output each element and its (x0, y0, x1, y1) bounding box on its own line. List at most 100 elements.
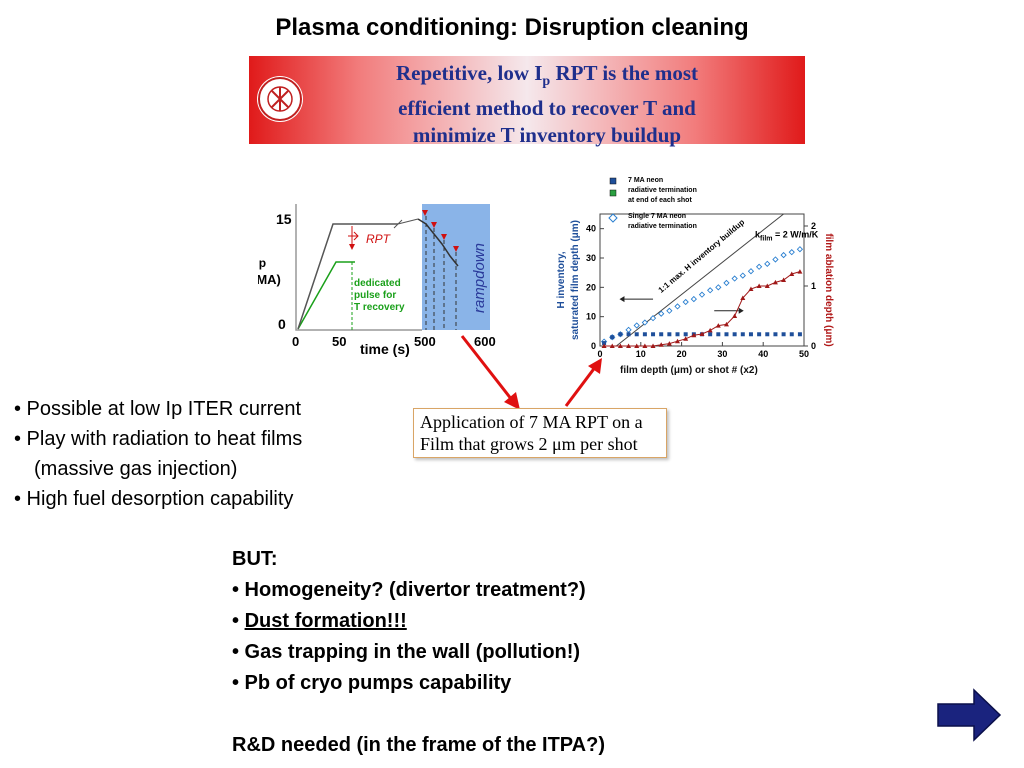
y-left-tick-label: 40 (586, 224, 596, 234)
x-axis-label: time (s) (360, 341, 410, 357)
headline-banner: Repetitive, low Ip RPT is the most effic… (249, 56, 805, 147)
y-left-tick-label: 0 (591, 341, 596, 351)
bullet-item: • High fuel desorption capability (14, 488, 294, 510)
university-seal-icon (257, 76, 303, 122)
data-point-triangle (609, 343, 615, 348)
data-point-triangle (756, 283, 762, 288)
data-point-triangle (699, 331, 705, 336)
data-point-diamond (731, 275, 738, 282)
y-right-label: film ablation depth (μm) (823, 233, 834, 346)
y-axis-unit: (MA) (258, 272, 281, 287)
data-point-diamond (764, 260, 771, 268)
data-point-square (716, 332, 721, 337)
right-pointer-icon (738, 307, 744, 314)
data-point-triangle (650, 343, 656, 348)
data-point-square (757, 332, 762, 337)
y-left-label-1: H inventory, (556, 251, 567, 308)
data-point-triangle (715, 323, 721, 328)
data-point-square (618, 332, 623, 337)
data-point-triangle (658, 342, 664, 347)
x-tick-600: 600 (474, 334, 496, 349)
y-left-tick-label: 30 (586, 253, 596, 263)
data-point-square (748, 332, 753, 337)
data-point-triangle (789, 271, 795, 276)
but-item: • Dust formation!!! (232, 610, 407, 632)
data-point-square (610, 335, 615, 340)
callout-arrows (460, 335, 602, 410)
data-point-square (724, 332, 729, 337)
data-point-triangle (642, 343, 648, 348)
data-point-diamond (674, 303, 681, 310)
data-point-triangle (740, 295, 746, 300)
data-point-square (642, 332, 647, 337)
data-point-square (708, 332, 713, 337)
y-axis-label: Ip (258, 247, 266, 270)
data-point-triangle (781, 277, 787, 282)
pulse-label-2: pulse for (354, 290, 396, 301)
arrow-right-icon[interactable] (937, 688, 1002, 742)
data-point-triangle (666, 341, 672, 346)
y-tick-15: 15 (276, 211, 292, 227)
data-point-diamond (641, 319, 649, 326)
dust-formation-text: Dust formation!!! (244, 610, 407, 632)
x-tick-50: 50 (332, 334, 346, 349)
data-point-square (659, 332, 664, 337)
data-point-triangle (707, 327, 713, 333)
but-item: • Gas trapping in the wall (pollution!) (232, 641, 581, 663)
data-point-triangle (617, 343, 623, 348)
data-point-square (651, 332, 656, 337)
legend-entry-1: at end of each shot (628, 197, 692, 204)
callout-line-1: Application of 7 MA RPT on a (420, 412, 643, 432)
x-tick-500: 500 (414, 334, 436, 349)
data-point-triangle (764, 283, 770, 288)
data-point-square (626, 332, 631, 337)
data-point-diamond (715, 284, 722, 291)
ip-waveform-figure: rampdown 15 0 Ip (MA) RPT dedicated puls… (258, 204, 496, 357)
page-title: Plasma conditioning: Disruption cleaning (275, 14, 749, 41)
data-point-square (789, 332, 794, 337)
data-point-diamond (707, 287, 714, 294)
x-tick-label: 40 (758, 349, 768, 359)
x-tick-label: 10 (636, 349, 646, 359)
data-point-square (667, 332, 672, 337)
ip-curve (297, 223, 398, 330)
data-point-triangle (634, 343, 640, 348)
but-heading: BUT: (232, 548, 278, 570)
data-point-diamond (755, 263, 763, 270)
data-point-square (683, 332, 688, 337)
y-right-tick-label: 1 (811, 281, 816, 291)
data-point-triangle (723, 321, 729, 327)
dedicated-pulse-curve (297, 261, 355, 330)
data-point-square (740, 332, 745, 337)
bullet-item: • Play with radiation to heat films (14, 428, 303, 450)
drawbacks-list: BUT: • Homogeneity? (divertor treatment?… (232, 544, 605, 761)
plot-area (599, 213, 805, 347)
x-tick-label: 0 (597, 349, 602, 359)
bullet-item: • Possible at low Ip ITER current (14, 398, 302, 420)
data-point-triangle (748, 286, 754, 291)
legend-entry-1: 7 MA neon (628, 177, 663, 184)
data-point-diamond (698, 291, 706, 298)
but-item: • Pb of cryo pumps capability (232, 672, 512, 694)
data-point-diamond (649, 314, 657, 322)
advantages-list: • Possible at low Ip ITER current • Play… (14, 394, 302, 514)
data-point-square (781, 332, 786, 337)
x-tick-label: 20 (677, 349, 687, 359)
y-left-label-2: saturated film depth (μm) (570, 220, 581, 340)
arrow-to-callout-icon (504, 392, 520, 410)
pulse-label-3: T recovery (354, 302, 405, 313)
data-point-diamond (658, 310, 665, 317)
data-point-square (634, 332, 639, 337)
data-point-diamond (796, 246, 804, 253)
k-film-label: kfilm = 2 W/m/K (755, 229, 819, 242)
next-slide-button[interactable] (936, 688, 1002, 742)
legend-diamond (608, 213, 618, 223)
data-point-diamond (747, 268, 755, 275)
data-point-triangle (772, 279, 778, 285)
but-item: • Homogeneity? (divertor treatment?) (232, 579, 586, 601)
data-point-triangle (732, 313, 738, 318)
callout-box: Application of 7 MA RPT on a Film that g… (413, 408, 667, 458)
data-point-triangle (691, 332, 697, 338)
legend-square-blue (609, 177, 617, 185)
